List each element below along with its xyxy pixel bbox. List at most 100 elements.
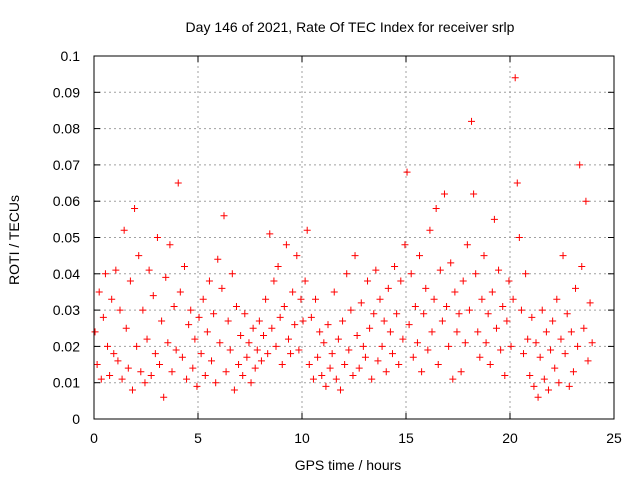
data-point — [440, 190, 448, 198]
data-point — [582, 197, 590, 205]
data-point — [257, 357, 265, 365]
data-point — [409, 353, 417, 361]
data-point — [112, 266, 120, 274]
data-point — [524, 335, 532, 343]
data-point — [465, 306, 473, 314]
data-point — [445, 342, 453, 350]
data-point — [95, 288, 103, 296]
data-point — [104, 342, 112, 350]
data-point — [276, 313, 284, 321]
data-point — [262, 295, 270, 303]
data-point — [378, 342, 386, 350]
data-point — [197, 350, 205, 358]
data-point — [563, 310, 571, 318]
data-point — [299, 317, 307, 325]
data-point — [293, 252, 301, 260]
data-point — [162, 273, 170, 281]
data-point — [374, 357, 382, 365]
data-point — [295, 346, 303, 354]
data-point — [551, 364, 559, 372]
data-point — [106, 371, 114, 379]
data-point — [505, 277, 513, 285]
data-point — [474, 328, 482, 336]
data-point — [199, 295, 207, 303]
data-point — [580, 324, 588, 332]
data-point — [507, 342, 515, 350]
x-tick-label: 5 — [194, 430, 202, 446]
data-point — [536, 353, 544, 361]
data-point — [559, 252, 567, 260]
data-point — [176, 288, 184, 296]
y-tick-label: 0.06 — [53, 193, 80, 209]
data-point — [476, 353, 484, 361]
data-point — [484, 310, 492, 318]
x-tick-label: 15 — [398, 430, 414, 446]
data-point — [274, 263, 282, 271]
y-tick-label: 0.01 — [53, 375, 80, 391]
data-point — [343, 270, 351, 278]
data-point — [336, 386, 344, 394]
data-point — [287, 350, 295, 358]
data-point — [532, 339, 540, 347]
data-point — [330, 288, 338, 296]
y-tick-label: 0.03 — [53, 302, 80, 318]
data-point — [364, 277, 372, 285]
data-point — [193, 382, 201, 390]
data-point — [120, 226, 128, 234]
data-point — [578, 263, 586, 271]
data-point — [488, 288, 496, 296]
data-point — [149, 292, 157, 300]
y-tick-label: 0.02 — [53, 338, 80, 354]
data-point — [139, 306, 147, 314]
data-point — [164, 339, 172, 347]
data-point — [266, 230, 274, 238]
data-point — [501, 371, 509, 379]
data-point — [520, 350, 528, 358]
data-point — [438, 317, 446, 325]
data-point — [478, 295, 486, 303]
data-point — [468, 117, 476, 125]
data-point — [278, 361, 286, 369]
data-point — [413, 339, 421, 347]
data-point — [264, 350, 272, 358]
data-point — [137, 368, 145, 376]
data-point — [228, 270, 236, 278]
data-point — [214, 255, 222, 263]
data-point — [291, 321, 299, 329]
data-point — [416, 252, 424, 260]
data-point — [443, 302, 451, 310]
data-point — [380, 317, 388, 325]
data-point — [555, 379, 563, 387]
data-point — [511, 74, 519, 82]
data-point — [93, 361, 101, 369]
data-point — [574, 342, 582, 350]
data-point — [249, 324, 257, 332]
data-point — [205, 277, 213, 285]
data-point — [99, 313, 107, 321]
data-point — [124, 364, 132, 372]
data-point — [553, 295, 561, 303]
data-point — [384, 284, 392, 292]
data-point — [391, 263, 399, 271]
data-point — [436, 266, 444, 274]
data-point — [549, 317, 557, 325]
data-point — [420, 310, 428, 318]
data-point — [515, 234, 523, 241]
data-point — [320, 339, 328, 347]
data-points — [91, 74, 596, 401]
grid-lines — [94, 56, 614, 419]
x-tick-label: 0 — [90, 430, 98, 446]
data-point — [141, 379, 149, 387]
data-point — [241, 310, 249, 318]
axis-ticks: 0 5 10 15 20 25 0 0.01 0.02 0.03 0.04 0.05 0.06 0.07 0… — [53, 48, 622, 446]
data-point — [272, 342, 280, 350]
data-point — [544, 386, 552, 394]
data-point — [282, 241, 290, 249]
data-point — [376, 295, 384, 303]
data-point — [372, 266, 380, 274]
y-tick-label: 0.04 — [53, 266, 80, 282]
data-point — [561, 350, 569, 358]
data-point — [126, 277, 134, 285]
y-tick-label: 0.07 — [53, 157, 80, 173]
data-point — [557, 335, 565, 343]
